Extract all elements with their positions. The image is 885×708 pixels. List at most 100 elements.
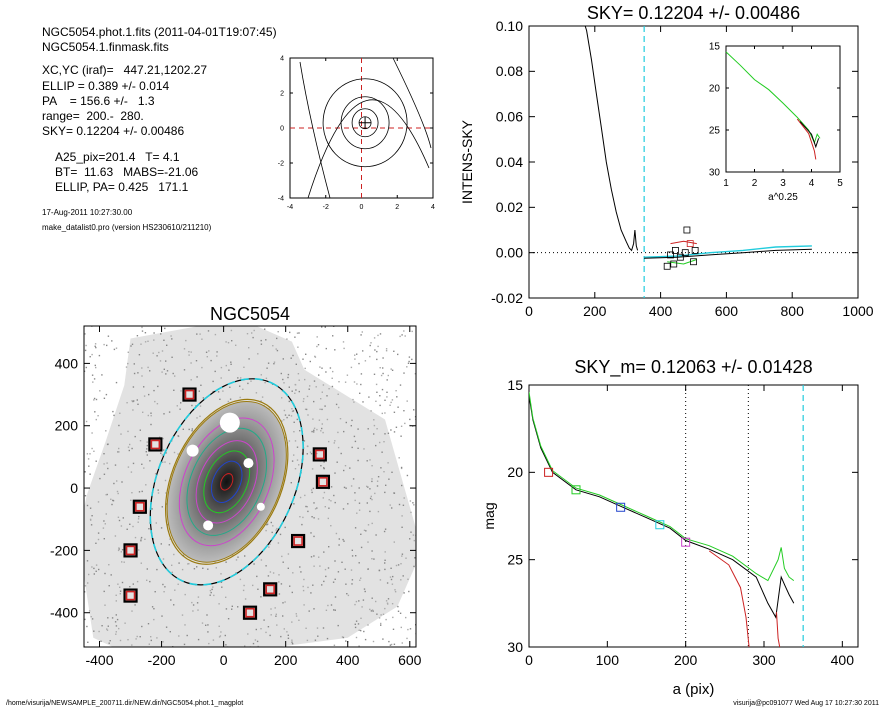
noise-speck bbox=[145, 484, 147, 486]
mag-series-line bbox=[708, 550, 750, 647]
noise-speck bbox=[320, 465, 322, 467]
noise-speck bbox=[269, 634, 271, 637]
noise-speck bbox=[176, 405, 178, 407]
noise-speck bbox=[335, 403, 338, 406]
noise-speck bbox=[310, 489, 313, 491]
noise-speck bbox=[290, 357, 292, 359]
noise-speck bbox=[225, 561, 227, 563]
noise-speck bbox=[374, 349, 376, 351]
noise-speck bbox=[219, 398, 221, 400]
noise-speck bbox=[325, 609, 328, 611]
noise-speck bbox=[358, 562, 360, 564]
y-tick-label: 0 bbox=[280, 125, 284, 132]
noise-speck bbox=[244, 645, 246, 647]
noise-speck bbox=[373, 337, 376, 339]
x-tick-label: 600 bbox=[398, 652, 422, 668]
noise-speck bbox=[171, 356, 173, 358]
noise-speck bbox=[180, 321, 181, 322]
noise-speck bbox=[316, 452, 318, 455]
noise-speck bbox=[337, 446, 340, 449]
noise-speck bbox=[141, 367, 143, 369]
noise-speck bbox=[305, 505, 307, 508]
contour-line bbox=[351, 108, 379, 138]
noise-speck bbox=[324, 568, 327, 571]
noise-speck bbox=[208, 350, 210, 352]
noise-speck bbox=[114, 621, 117, 623]
sky-sample-square bbox=[691, 246, 699, 254]
noise-speck bbox=[98, 568, 100, 571]
noise-speck bbox=[283, 628, 285, 630]
noise-speck bbox=[296, 332, 299, 334]
noise-speck bbox=[393, 411, 396, 413]
x-tick-label: 200 bbox=[674, 652, 698, 668]
noise-speck bbox=[406, 366, 408, 368]
sky-profile-panel: 0 200 400 600 800 1000 -0.02 0.00 0.02 0.04 0.06 0.… bbox=[459, 3, 874, 319]
noise-speck bbox=[338, 381, 340, 383]
header-block: NGC5054.phot.1.fits (2011-04-01T19:07:45… bbox=[42, 25, 277, 232]
masked-star bbox=[243, 458, 254, 469]
noise-speck bbox=[342, 538, 344, 541]
noise-speck bbox=[300, 571, 302, 573]
noise-speck bbox=[126, 402, 128, 404]
x-tick-label: -4 bbox=[287, 204, 293, 211]
noise-speck bbox=[420, 597, 421, 598]
noise-speck bbox=[397, 406, 399, 408]
noise-speck bbox=[319, 408, 321, 410]
x-tick-label: 200 bbox=[583, 303, 607, 319]
noise-speck bbox=[288, 400, 290, 403]
noise-speck bbox=[255, 628, 257, 631]
noise-speck bbox=[343, 469, 345, 472]
noise-speck bbox=[384, 399, 386, 401]
noise-speck bbox=[355, 636, 358, 639]
noise-speck bbox=[393, 541, 395, 543]
noise-speck bbox=[400, 579, 402, 581]
noise-speck bbox=[230, 363, 232, 365]
noise-speck bbox=[161, 506, 163, 508]
noise-speck bbox=[401, 555, 403, 557]
noise-speck bbox=[396, 396, 398, 398]
mag-series-line bbox=[776, 612, 781, 647]
noise-speck bbox=[215, 567, 217, 569]
plot-frame bbox=[83, 325, 417, 648]
noise-speck bbox=[98, 630, 100, 633]
noise-speck bbox=[193, 568, 196, 570]
noise-speck bbox=[260, 596, 262, 598]
noise-speck bbox=[106, 462, 108, 464]
noise-speck bbox=[351, 419, 353, 422]
noise-speck bbox=[132, 400, 134, 403]
noise-speck bbox=[395, 426, 398, 428]
noise-speck bbox=[98, 354, 101, 357]
y-tick-label: -4 bbox=[278, 195, 284, 202]
noise-speck bbox=[111, 503, 113, 506]
noise-speck bbox=[310, 592, 312, 594]
noise-speck bbox=[315, 386, 317, 388]
inset-series-line bbox=[799, 121, 820, 149]
noise-speck bbox=[82, 336, 83, 337]
noise-speck bbox=[198, 390, 200, 392]
sky-box-inner bbox=[265, 584, 275, 595]
noise-speck bbox=[361, 331, 363, 333]
noise-speck bbox=[284, 526, 286, 529]
noise-speck bbox=[149, 460, 151, 462]
noise-speck bbox=[323, 491, 326, 494]
noise-speck bbox=[127, 466, 130, 468]
noise-speck bbox=[397, 564, 400, 566]
noise-speck bbox=[93, 378, 96, 380]
noise-speck bbox=[354, 623, 356, 625]
noise-speck bbox=[317, 518, 320, 520]
noise-speck bbox=[386, 379, 388, 381]
noise-speck bbox=[82, 322, 83, 323]
noise-speck bbox=[216, 355, 218, 357]
noise-speck bbox=[332, 370, 334, 373]
contour-line bbox=[392, 57, 432, 149]
noise-speck bbox=[248, 347, 250, 349]
noise-speck bbox=[367, 624, 369, 626]
noise-speck bbox=[132, 583, 134, 585]
noise-speck bbox=[93, 573, 95, 575]
noise-speck bbox=[389, 504, 391, 506]
noise-speck bbox=[93, 397, 96, 400]
noise-speck bbox=[391, 399, 394, 401]
noise-speck bbox=[111, 617, 114, 619]
noise-speck bbox=[244, 555, 246, 557]
x-tick-label: 4 bbox=[431, 204, 435, 211]
